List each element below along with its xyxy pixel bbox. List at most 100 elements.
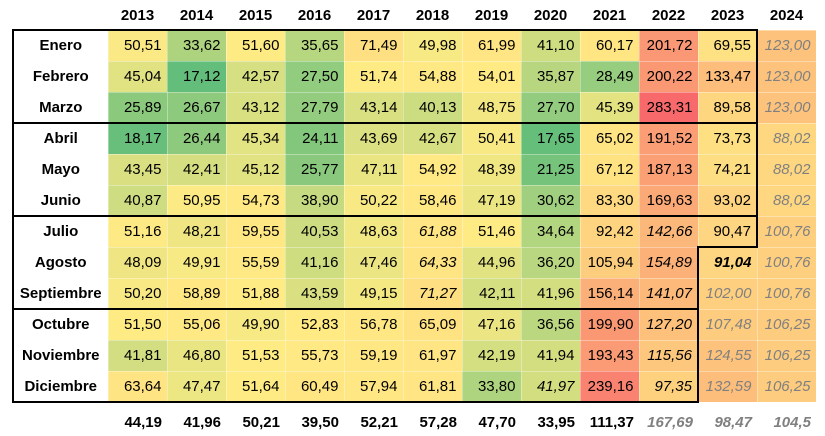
value-cell: 92,42 (579, 215, 640, 248)
data-row: Noviembre 41,81 46,80 51,53 55,73 59,19 61,97 4… (12, 339, 817, 372)
year-header: 2013 (120, 7, 155, 24)
value-cell: 41,81 (107, 339, 168, 372)
value-cell: 49,91 (166, 246, 227, 279)
value-cell: 45,39 (579, 91, 640, 124)
data-row: Junio 40,87 50,95 54,73 38,90 50,22 58,46 47,19… (12, 184, 817, 217)
value-cell: 42,41 (166, 153, 227, 186)
value-cell: 27,50 (284, 60, 345, 93)
month-label: Enero (12, 29, 109, 62)
value-cell: 45,34 (225, 122, 286, 155)
value-cell: 100,76 (756, 246, 817, 279)
value-cell: 59,55 (225, 215, 286, 248)
year-header: 2017 (356, 7, 391, 24)
value-cell: 36,20 (520, 246, 581, 279)
total-cell: 57,28 (419, 414, 457, 431)
data-table: 2013 2014 2015 2016 2017 2018 2019 2020 2021 2022… (12, 2, 817, 436)
value-cell: 25,77 (284, 153, 345, 186)
year-header: 2021 (592, 7, 627, 24)
value-cell: 58,89 (166, 277, 227, 310)
year-header: 2024 (769, 7, 804, 25)
value-cell: 106,25 (756, 339, 817, 372)
value-cell: 35,87 (520, 60, 581, 93)
value-cell: 83,30 (579, 184, 640, 217)
value-cell: 33,62 (166, 29, 227, 62)
value-cell: 27,79 (284, 91, 345, 124)
month-label: Julio (12, 215, 109, 248)
total-cell: 41,96 (183, 414, 221, 431)
value-cell: 50,41 (461, 122, 522, 155)
value-cell: 41,97 (520, 370, 581, 403)
value-cell: 41,10 (520, 29, 581, 62)
value-cell: 187,13 (638, 153, 699, 186)
value-cell: 33,80 (461, 370, 522, 403)
value-cell: 63,64 (107, 370, 168, 403)
year-header: 2016 (297, 7, 332, 24)
value-cell: 38,90 (284, 184, 345, 217)
value-cell: 49,98 (402, 29, 463, 62)
value-cell: 45,12 (225, 153, 286, 186)
value-cell: 40,13 (402, 91, 463, 124)
value-cell: 25,89 (107, 91, 168, 124)
total-cell: 167,69 (647, 414, 693, 431)
value-cell: 191,52 (638, 122, 699, 155)
value-cell: 97,35 (638, 370, 699, 403)
value-cell: 123,00 (756, 29, 817, 62)
value-cell: 18,17 (107, 122, 168, 155)
data-row: Julio 51,16 48,21 59,55 40,53 48,63 61,88 51,46… (12, 215, 817, 248)
value-cell: 133,47 (697, 60, 758, 93)
value-cell: 47,11 (343, 153, 404, 186)
year-header: 2018 (415, 7, 450, 24)
total-cell: 104,5 (773, 413, 811, 431)
value-cell: 54,01 (461, 60, 522, 93)
value-cell: 193,43 (579, 339, 640, 372)
value-cell: 88,02 (756, 184, 817, 217)
value-cell: 51,50 (107, 308, 168, 341)
value-cell: 28,49 (579, 60, 640, 93)
data-row: Marzo 25,89 26,67 43,12 27,79 43,14 40,13 48,75… (12, 91, 817, 124)
value-cell: 107,48 (697, 308, 758, 341)
total-cell: 111,37 (589, 414, 634, 431)
value-cell: 44,96 (461, 246, 522, 279)
total-cell: 44,19 (124, 414, 162, 431)
value-cell: 41,94 (520, 339, 581, 372)
value-cell: 46,80 (166, 339, 227, 372)
data-row: Diciembre 63,64 47,47 51,64 60,49 57,94 61,81 3… (12, 370, 817, 403)
value-cell: 67,12 (579, 153, 640, 186)
value-cell: 17,65 (520, 122, 581, 155)
value-cell: 169,63 (638, 184, 699, 217)
value-cell: 43,12 (225, 91, 286, 124)
value-cell: 123,00 (756, 60, 817, 93)
value-cell: 51,46 (461, 215, 522, 248)
value-cell: 64,33 (402, 246, 463, 279)
value-cell: 106,25 (756, 370, 817, 403)
value-cell: 57,94 (343, 370, 404, 403)
value-cell: 48,39 (461, 153, 522, 186)
value-cell: 88,02 (756, 122, 817, 155)
value-cell: 60,17 (579, 29, 640, 62)
value-cell: 50,22 (343, 184, 404, 217)
value-cell: 52,83 (284, 308, 345, 341)
value-cell: 34,64 (520, 215, 581, 248)
year-header: 2019 (474, 7, 509, 24)
value-cell: 65,02 (579, 122, 640, 155)
value-cell: 42,19 (461, 339, 522, 372)
value-cell: 30,62 (520, 184, 581, 217)
value-cell: 55,06 (166, 308, 227, 341)
value-cell: 43,59 (284, 277, 345, 310)
value-cell: 106,25 (756, 308, 817, 341)
value-cell: 49,15 (343, 277, 404, 310)
total-cell: 50,21 (242, 414, 280, 431)
value-cell: 54,92 (402, 153, 463, 186)
value-cell: 69,55 (697, 29, 758, 62)
value-cell: 41,16 (284, 246, 345, 279)
total-cell: 52,21 (360, 414, 398, 431)
value-cell: 40,53 (284, 215, 345, 248)
value-cell: 127,20 (638, 308, 699, 341)
value-cell: 65,09 (402, 308, 463, 341)
value-cell: 283,31 (638, 91, 699, 124)
value-cell: 54,73 (225, 184, 286, 217)
value-cell: 124,55 (697, 339, 758, 372)
total-cell: 39,50 (301, 414, 339, 431)
value-cell: 200,22 (638, 60, 699, 93)
